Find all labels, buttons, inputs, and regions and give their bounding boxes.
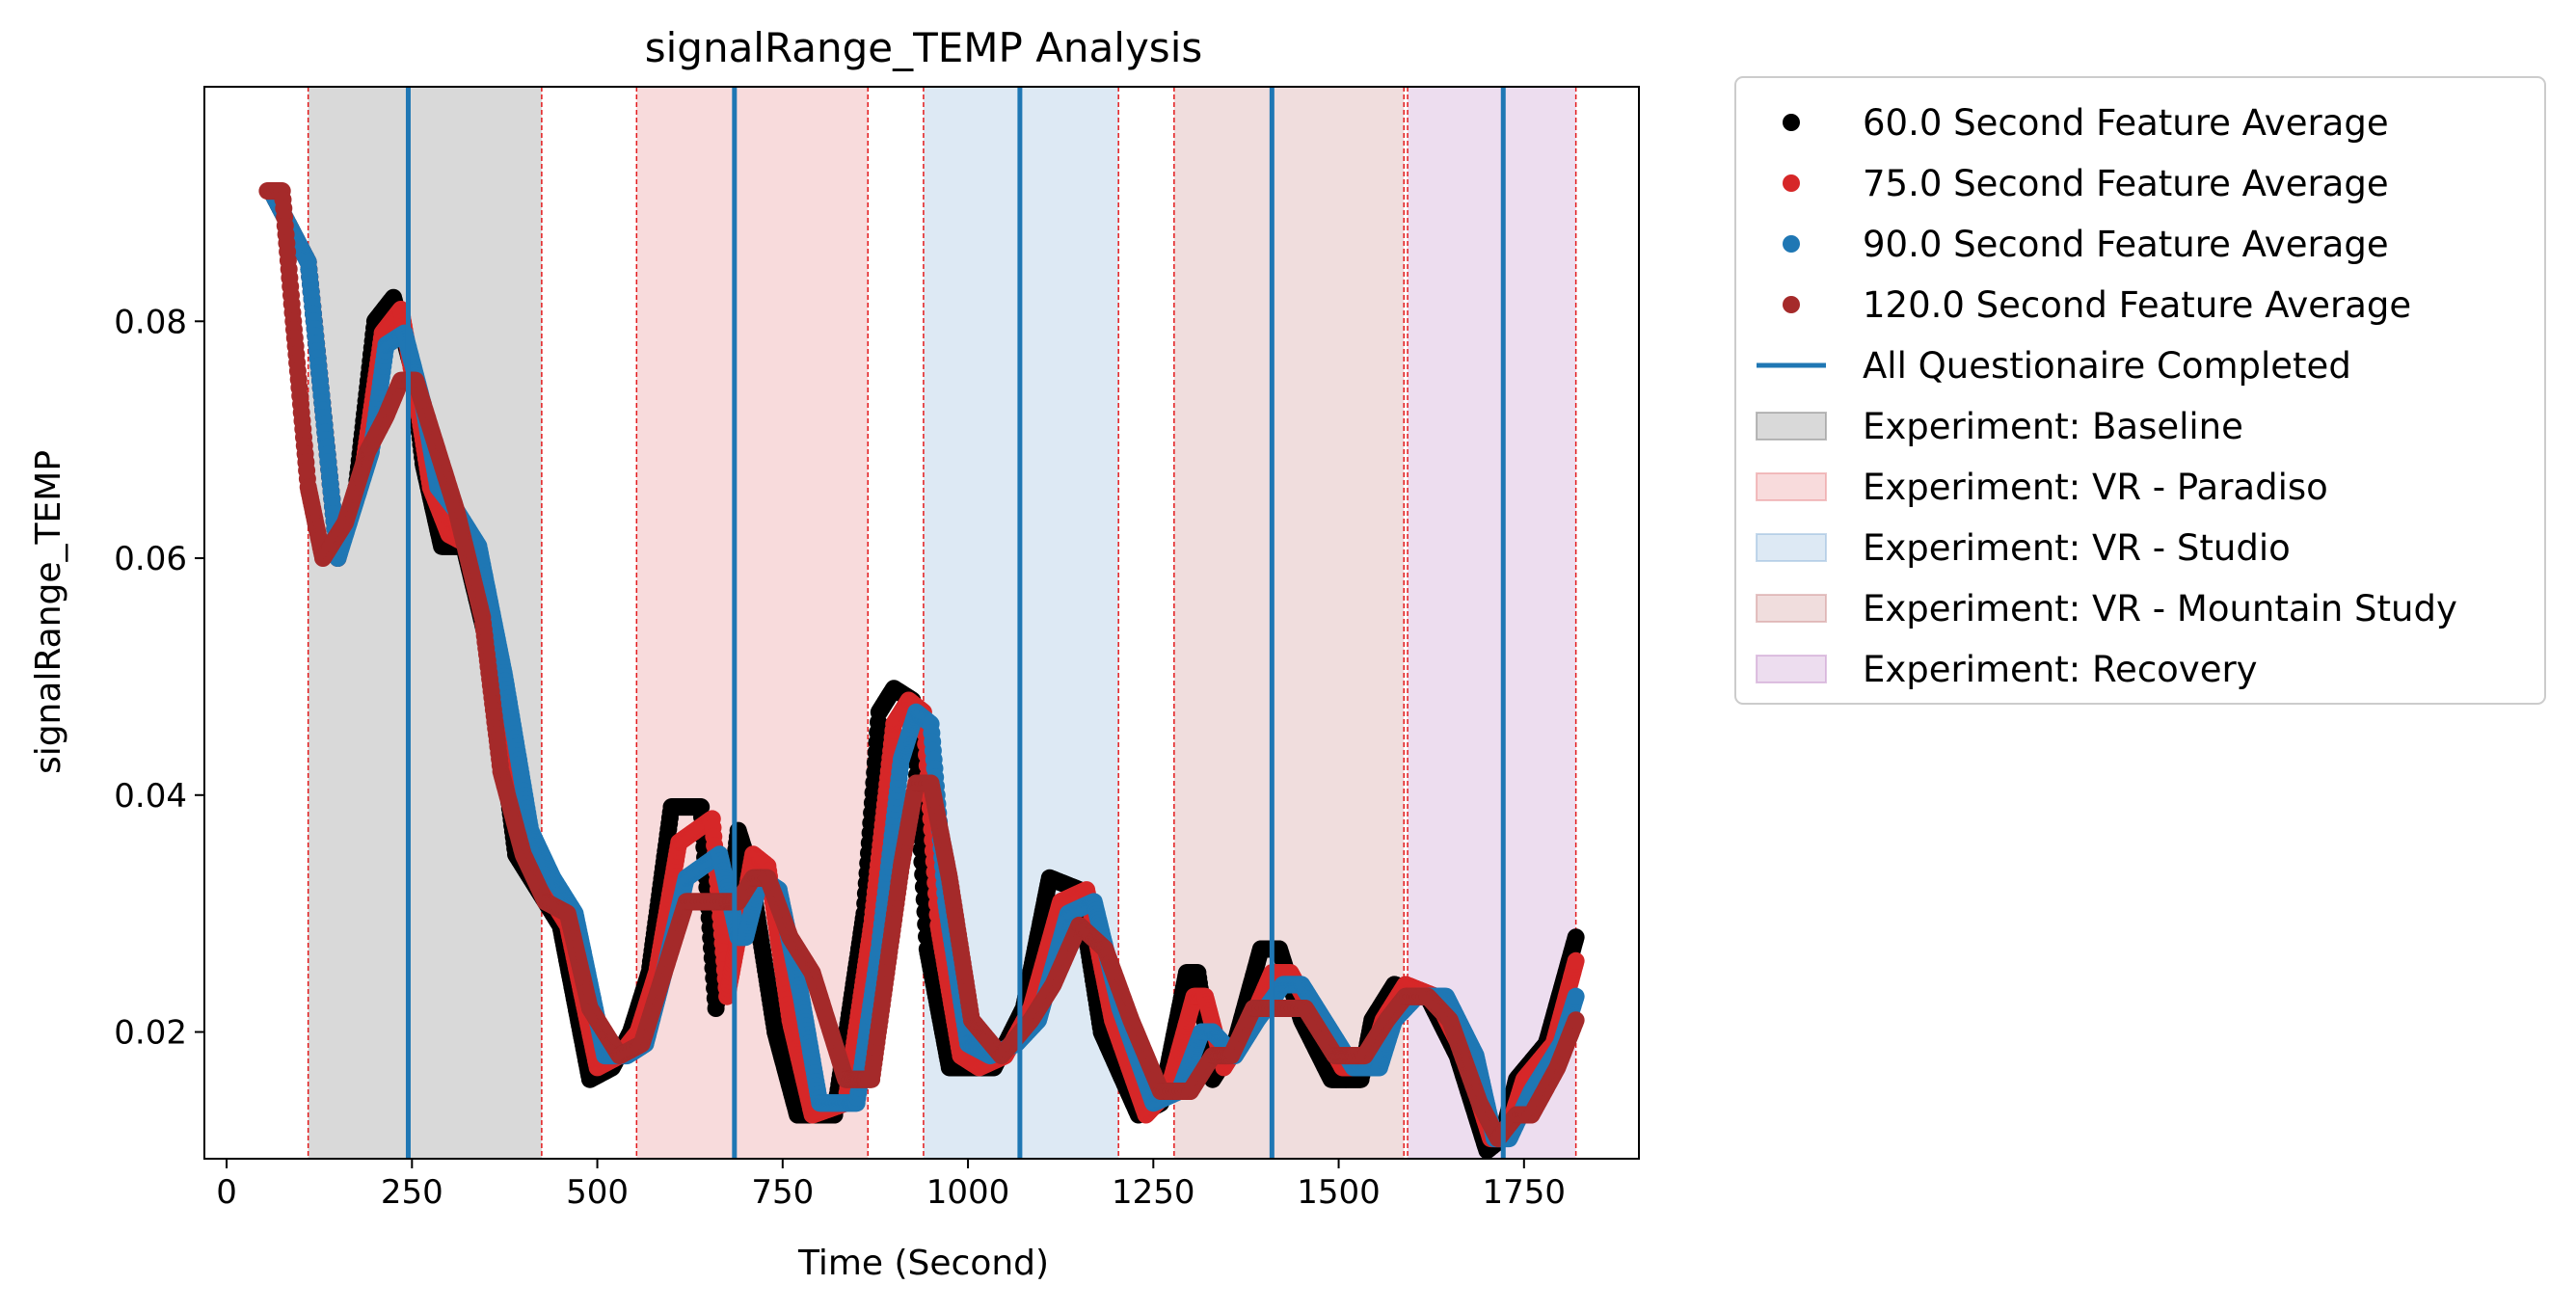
data-point [1567, 928, 1585, 947]
data-point [918, 927, 935, 946]
span-4 [1408, 87, 1576, 1159]
chart-title: signalRange_TEMP Analysis [645, 24, 1203, 71]
span-1 [636, 87, 869, 1159]
data-points [258, 182, 1585, 1160]
plot-area [203, 86, 1640, 1160]
data-point [1567, 951, 1585, 970]
span-0 [308, 87, 542, 1159]
data-point [917, 915, 935, 933]
